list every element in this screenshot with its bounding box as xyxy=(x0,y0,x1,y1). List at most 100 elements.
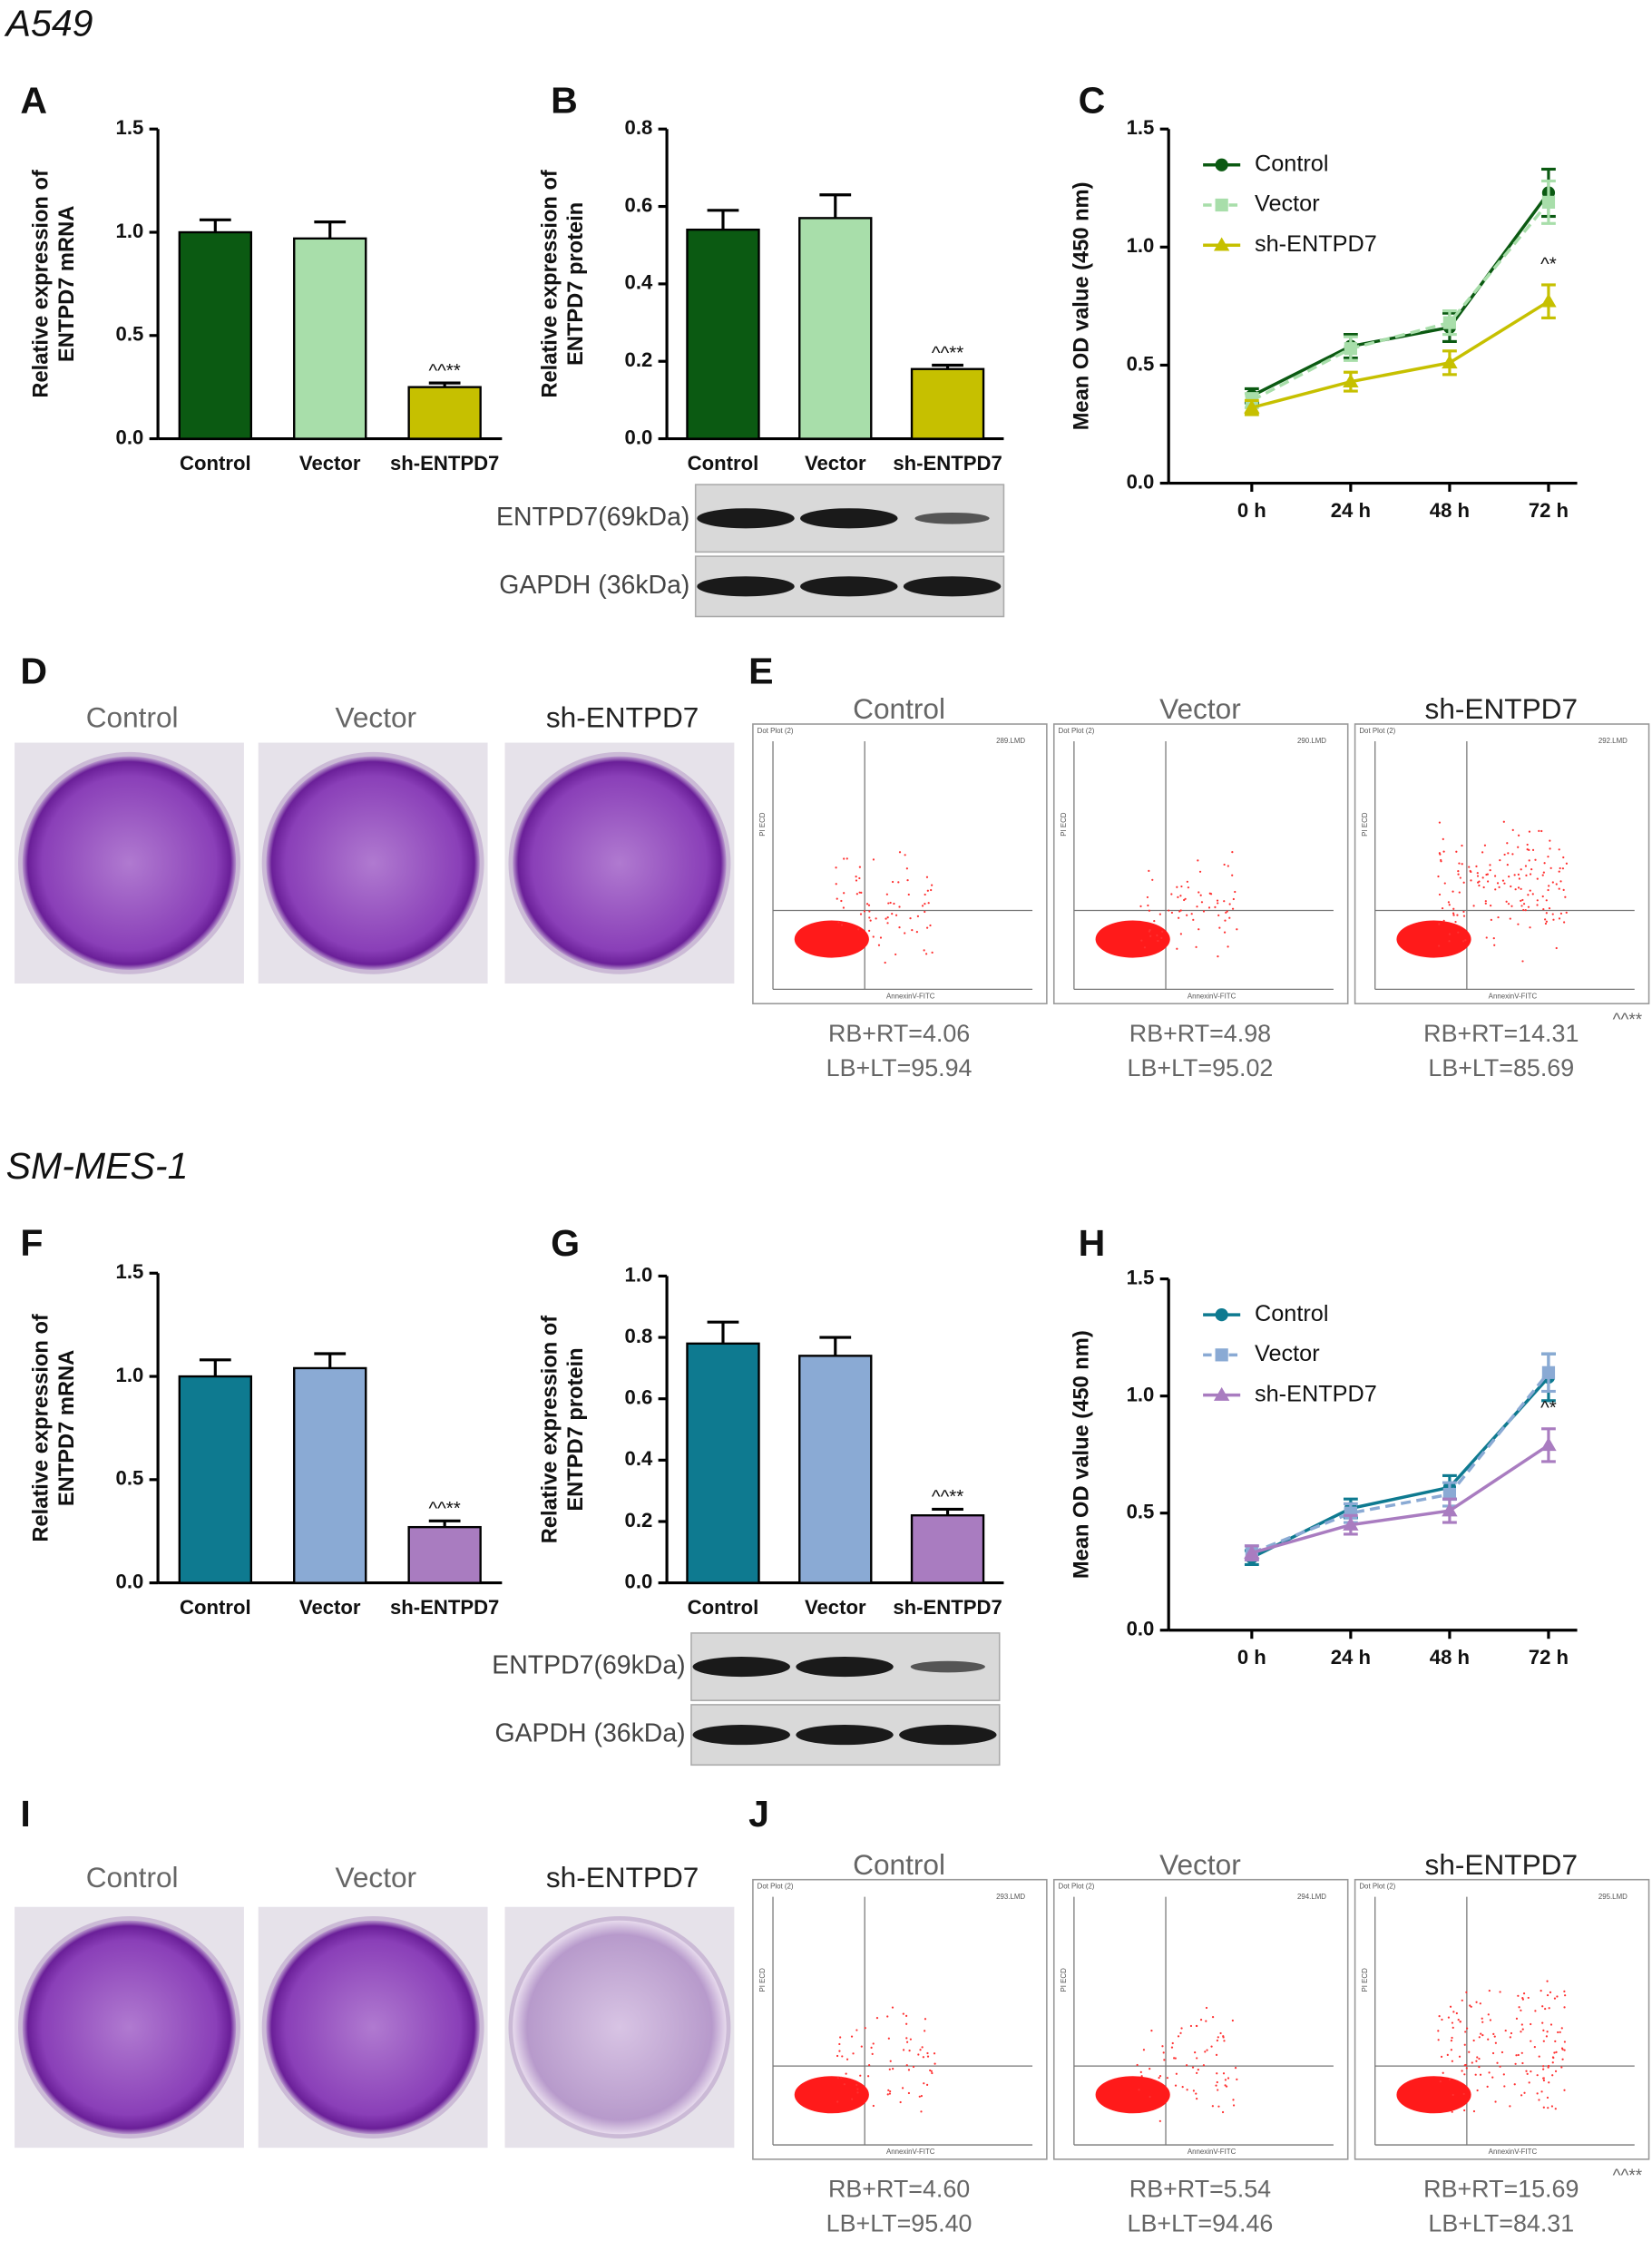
cell-dot xyxy=(1487,2038,1490,2041)
cell-dot xyxy=(840,2076,843,2079)
cell-dot xyxy=(1545,2035,1549,2038)
cell-dot xyxy=(1462,2092,1465,2095)
cell-dot xyxy=(1509,917,1511,920)
cell-dot xyxy=(1161,2045,1164,2048)
cell-dot xyxy=(1545,920,1549,923)
cell-dot xyxy=(1529,889,1531,892)
cell-dot xyxy=(1236,928,1238,931)
cell-dot xyxy=(1217,914,1220,916)
cell-dot xyxy=(1544,2007,1547,2011)
cell-dot xyxy=(904,854,906,856)
cell-dot xyxy=(908,2049,911,2052)
cell-dot xyxy=(1565,911,1568,914)
marker xyxy=(1213,1386,1230,1401)
annotation: ^* xyxy=(1540,253,1557,274)
cell-dot xyxy=(907,893,910,896)
cell-dot xyxy=(1521,2061,1524,2065)
cell-dot xyxy=(1227,865,1229,867)
cell-dot xyxy=(926,2055,930,2058)
cell-dot xyxy=(1176,947,1178,950)
cell-dot xyxy=(1517,846,1520,848)
cell-dot xyxy=(1563,2089,1566,2091)
cell-dot xyxy=(892,2067,894,2070)
cell-dot xyxy=(851,2098,854,2100)
cell-dot xyxy=(1447,2016,1451,2019)
x-tick-label: Control xyxy=(180,1596,251,1619)
cell-dot xyxy=(1157,939,1159,943)
flow-stat: RB+RT=14.31 xyxy=(1423,1020,1579,1047)
cell-dot xyxy=(1505,900,1508,903)
y-tick-label: 0.6 xyxy=(625,193,653,216)
cell-dot xyxy=(901,2087,904,2090)
cell-dot xyxy=(1498,886,1500,888)
cell-dot xyxy=(1527,1996,1530,2000)
cell-dot xyxy=(1457,873,1460,876)
y-axis-label: Relative expression of xyxy=(538,170,562,398)
cell-cluster xyxy=(1095,2076,1170,2114)
cell-dot xyxy=(1216,2039,1218,2042)
cell-dot xyxy=(1469,2004,1471,2007)
cell-dot xyxy=(838,2042,841,2046)
cell-dot xyxy=(858,891,861,894)
cell-dot xyxy=(1542,2040,1545,2042)
cell-dot xyxy=(1158,2077,1160,2080)
cell-dot xyxy=(1214,905,1217,908)
cell-dot xyxy=(1149,2068,1151,2070)
cell-dot xyxy=(1496,882,1500,885)
cell-dot xyxy=(843,857,846,860)
cell-cluster xyxy=(1095,920,1170,958)
cell-dot xyxy=(905,2037,908,2040)
cell-dot xyxy=(1186,914,1188,916)
cell-dot xyxy=(1140,2075,1143,2078)
marker xyxy=(1540,293,1557,308)
cell-dot xyxy=(1489,2019,1492,2021)
cell-dot xyxy=(926,2051,929,2055)
cell-dot xyxy=(1158,2075,1162,2078)
cell-dot xyxy=(905,2022,908,2025)
cell-dot xyxy=(1564,1994,1567,1997)
cell-dot xyxy=(1540,2090,1543,2093)
cell-dot xyxy=(1196,2024,1198,2028)
cell-dot xyxy=(902,2012,904,2015)
bar xyxy=(178,230,253,440)
cell-dot xyxy=(1179,933,1182,935)
bar xyxy=(686,1342,760,1584)
cell-dot xyxy=(1491,2051,1495,2055)
cell-dot xyxy=(1158,2119,1161,2122)
cell-dot xyxy=(1138,2089,1140,2091)
cell-dot xyxy=(1517,873,1520,876)
cell-dot xyxy=(1563,921,1566,924)
cell-dot xyxy=(868,910,871,913)
cell-dot xyxy=(918,2095,921,2098)
flow-group: Vector xyxy=(1159,1848,1241,1881)
cell-dot xyxy=(1158,913,1161,915)
flow-file: 290.LMD xyxy=(1297,737,1326,745)
y-tick-label: 0.0 xyxy=(116,426,144,448)
section-title: A549 xyxy=(4,2,93,44)
cell-dot xyxy=(1171,2041,1174,2045)
cell-dot xyxy=(1451,2036,1453,2040)
cell-dot xyxy=(1542,2079,1546,2082)
cell-dot xyxy=(1534,2010,1537,2012)
cell-dot xyxy=(1559,866,1561,870)
cell-dot xyxy=(1470,2005,1472,2008)
flow-frame xyxy=(1354,723,1650,1004)
cell-dot xyxy=(1450,2040,1453,2042)
section-title: SM-MES-1 xyxy=(6,1145,189,1187)
flow-plot-title: Dot Plot (2) xyxy=(1059,1883,1095,1891)
cell-dot xyxy=(868,2063,871,2067)
cell-dot xyxy=(843,892,846,895)
cell-dot xyxy=(1442,919,1445,922)
y-axis-label: Relative expression of xyxy=(29,170,53,398)
cell-dot xyxy=(1232,897,1235,901)
cell-dot xyxy=(1560,2027,1563,2030)
cell-dot xyxy=(836,2077,839,2080)
cell-dot xyxy=(1170,2046,1174,2049)
cell-dot xyxy=(1536,2074,1539,2077)
cell-dot xyxy=(1513,874,1516,876)
cell-dot xyxy=(1540,829,1543,833)
cell-dot xyxy=(1472,2039,1475,2042)
cell-dot xyxy=(907,2091,911,2095)
cell-dot xyxy=(855,879,858,882)
cell-dot xyxy=(1191,2066,1195,2069)
